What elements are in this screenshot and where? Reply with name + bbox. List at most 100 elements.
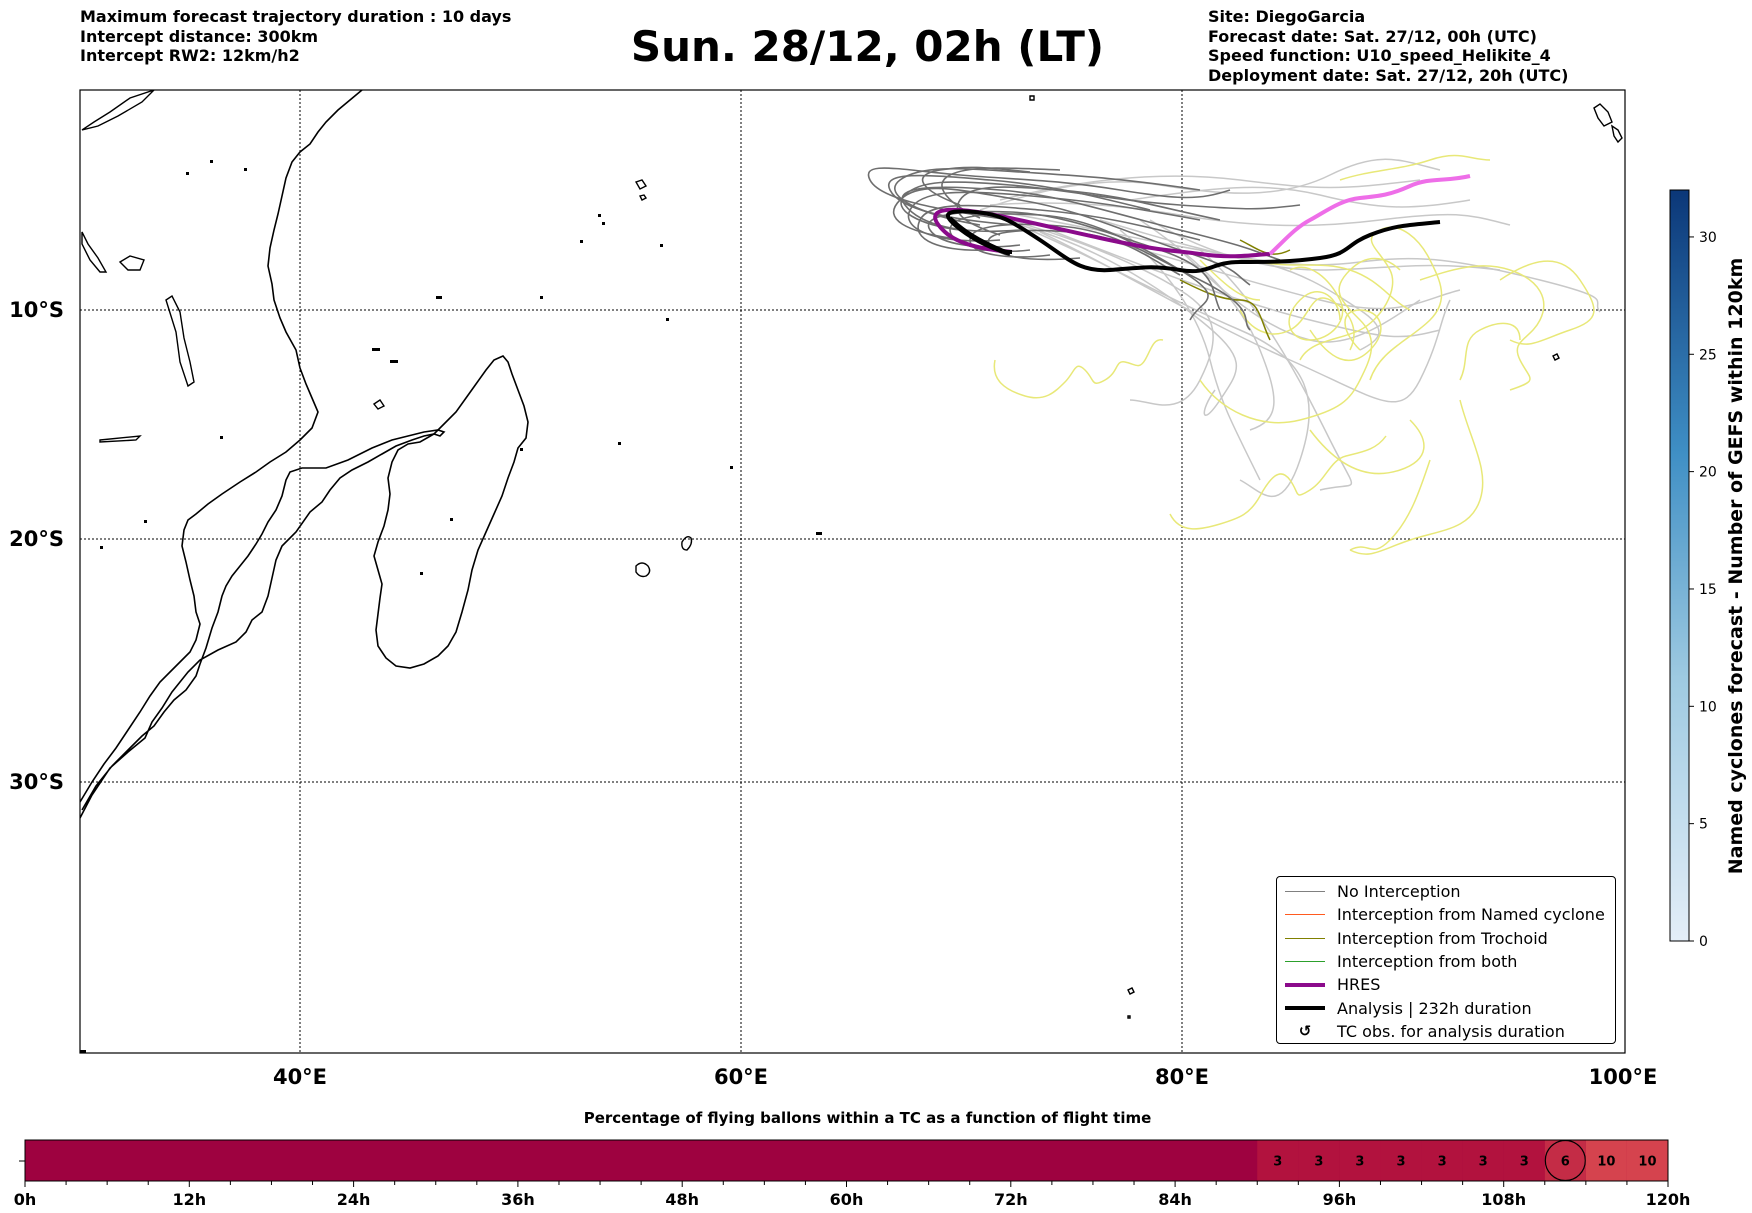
tc-obs-icon: ↺ <box>1298 1022 1312 1041</box>
colorbar-tick-label: 25 <box>1699 347 1717 363</box>
lat-label-10s: 10°S <box>9 298 64 322</box>
hres-track-tail <box>1268 174 1471 256</box>
percentage-cell-label: 3 <box>1273 1155 1282 1170</box>
legend-label-no-interception: No Interception <box>1337 882 1461 902</box>
colorbar-ticks: 0 5 10 15 20 25 30 <box>1689 230 1717 950</box>
hres-track <box>933 207 1271 259</box>
percentage-cell <box>1339 1140 1381 1181</box>
mascarene-island-2 <box>681 535 693 551</box>
percentage-cell-label: 3 <box>1479 1155 1488 1170</box>
percentage-tick-label: 60h <box>830 1190 864 1209</box>
lon-label-60: 60°E <box>714 1065 768 1089</box>
legend-item-analysis: Analysis | 232h duration <box>1285 996 1609 1019</box>
legend-item-tc-obs: ↺ TC obs. for analysis duration <box>1285 1020 1609 1043</box>
map-frame <box>79 89 1626 1054</box>
map-legend: No Interception Interception from Named … <box>1276 876 1616 1044</box>
lake-outline-2 <box>99 435 142 443</box>
colorbar-tick-label: 20 <box>1699 465 1717 481</box>
lat-label-20s: 20°S <box>9 527 64 551</box>
percentage-cell <box>1503 1140 1545 1181</box>
percentage-tick-label: 24h <box>337 1190 371 1209</box>
legend-item-trochoid: Interception from Trochoid <box>1285 927 1609 950</box>
legend-item-no-interception: No Interception <box>1285 880 1609 903</box>
header-speed-function: Speed function: U10_speed_Helikite_4 <box>1208 46 1551 65</box>
colorbar-title: Named cyclones forecast - Number of GEFS… <box>1725 258 1747 875</box>
lon-label-100: 100°E <box>1589 1065 1658 1089</box>
comoros-island <box>372 399 386 410</box>
legend-label-tc-obs: TC obs. for analysis duration <box>1337 1021 1565 1041</box>
africa-east-coastline <box>80 90 363 803</box>
percentage-cell-label: 3 <box>1314 1155 1323 1170</box>
header-right-info: Site: DiegoGarcia Forecast date: Sat. 27… <box>1208 7 1568 85</box>
madagascar-coastline <box>373 355 529 669</box>
christmas-island <box>1552 353 1560 361</box>
percentage-cell <box>1257 1140 1299 1181</box>
andaman-coast <box>1593 103 1623 144</box>
header-forecast-date: Forecast date: Sat. 27/12, 00h (UTC) <box>1208 26 1537 46</box>
percentage-cell-label: 6 <box>1561 1155 1570 1170</box>
legend-item-hres: HRES <box>1285 973 1609 996</box>
bottom-left-land <box>80 1050 86 1053</box>
colorbar: 0 5 10 15 20 25 30 Named cyclones forecast - N… <box>1669 189 1747 950</box>
percentage-cell <box>1380 1140 1422 1181</box>
header-intercept-distance: Intercept distance: 300km <box>80 26 319 46</box>
red-sea-coast <box>81 231 108 273</box>
legend-label-hres: HRES <box>1337 975 1381 995</box>
percentage-tick-label: 36h <box>501 1190 535 1209</box>
tc-forecast-tracks <box>993 154 1595 555</box>
lon-label-40: 40°E <box>273 1065 327 1089</box>
percentage-cell-label: 3 <box>1355 1155 1364 1170</box>
percentage-bar-ticks: 0h 12h 24h 36h 48h 60h 72h 84h 96h 108h 120h <box>14 1181 1690 1209</box>
mascarene-island-1 <box>635 562 651 578</box>
no-interception-tracks <box>867 166 1301 331</box>
lake-outline <box>165 294 195 388</box>
percentage-cell <box>1298 1140 1340 1181</box>
percentage-cell-label: 3 <box>1520 1155 1529 1170</box>
legend-swatch-hres <box>1285 982 1325 987</box>
amsterdam-island <box>1127 987 1135 1019</box>
lon-label-80: 80°E <box>1155 1065 1209 1089</box>
header-intercept-rw2: Intercept RW2: 12km/h2 <box>80 46 300 65</box>
colorbar-gradient <box>1669 189 1690 942</box>
header-deployment-date: Deployment date: Sat. 27/12, 20h (UTC) <box>1208 65 1569 85</box>
arabia-coast <box>81 90 155 131</box>
analysis-track <box>946 209 1441 274</box>
percentage-cell <box>1544 1140 1586 1181</box>
legend-label-both: Interception from both <box>1337 952 1518 972</box>
percentage-cell <box>1626 1140 1668 1181</box>
legend-swatch-named-cyclone <box>1285 914 1325 916</box>
zanzibar-island <box>118 255 145 271</box>
percentage-bar-cells: 3 3 3 3 3 3 3 6 10 10 <box>1257 1139 1668 1182</box>
page-title: Sun. 28/12, 02h (LT) <box>630 22 1105 71</box>
legend-item-both: Interception from both <box>1285 950 1609 973</box>
legend-label-named-cyclone: Interception from Named cyclone <box>1337 905 1605 925</box>
analysis-track-start <box>948 216 1013 254</box>
seychelles-island <box>634 179 648 201</box>
legend-swatch-analysis <box>1285 1006 1325 1011</box>
header-left-info: Maximum forecast trajectory duration : 1… <box>80 7 511 66</box>
colorbar-tick-label: 10 <box>1699 699 1717 715</box>
colorbar-tick-label: 5 <box>1699 817 1708 833</box>
legend-swatch-trochoid <box>1285 937 1325 939</box>
legend-swatch-both <box>1285 961 1325 963</box>
percentage-tick-label: 96h <box>1323 1190 1357 1209</box>
percentage-cell <box>1585 1140 1627 1181</box>
percentage-tick-label: 72h <box>994 1190 1028 1209</box>
header-trajectory-duration: Maximum forecast trajectory duration : 1… <box>80 7 512 26</box>
scattered-islands <box>100 160 822 575</box>
maldives-island <box>1029 95 1035 101</box>
lat-label-30s: 30°S <box>9 770 64 794</box>
colorbar-tick-label: 0 <box>1699 934 1708 950</box>
percentage-cell-label: 10 <box>1597 1155 1615 1170</box>
legend-label-trochoid: Interception from Trochoid <box>1337 928 1548 948</box>
percentage-cell <box>1421 1140 1463 1181</box>
colorbar-tick-label: 15 <box>1699 582 1717 598</box>
percentage-cell-label: 3 <box>1396 1155 1405 1170</box>
percentage-cell-label: 10 <box>1638 1155 1656 1170</box>
percentage-tick-label: 12h <box>172 1190 206 1209</box>
percentage-bar: 3 3 3 3 3 3 3 6 10 10 0h 12h 24h 36h 48h 60h 72h 84h 96h 1… <box>14 1139 1690 1209</box>
header-site: Site: DiegoGarcia <box>1208 7 1366 26</box>
colorbar-tick-label: 30 <box>1699 230 1717 246</box>
legend-swatch-no-interception <box>1285 891 1325 893</box>
